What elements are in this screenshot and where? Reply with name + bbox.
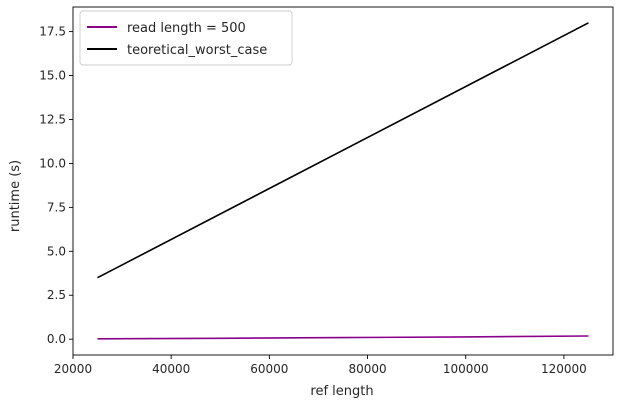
y-tick-label: 15.0 — [39, 69, 66, 83]
axis-ticks: 20000 40000 60000 80000 100000 120000 0.0 2.5 5.… — [39, 25, 587, 376]
y-tick-label: 5.0 — [47, 244, 66, 258]
y-tick-label: 0.0 — [47, 332, 66, 346]
x-tick-label: 40000 — [152, 362, 190, 376]
legend-label-read-length: read length = 500 — [127, 21, 246, 36]
plot-frame — [72, 6, 614, 356]
x-tick-label: 60000 — [250, 362, 288, 376]
y-axis-label: runtime (s) — [8, 160, 23, 232]
x-axis-label: ref length — [310, 384, 373, 399]
series-lines — [97, 22, 589, 340]
legend-label-worst-case: teoretical_worst_case — [127, 43, 267, 58]
legend: read length = 500 teoretical_worst_case — [79, 10, 293, 66]
y-tick-label: 10.0 — [39, 156, 66, 170]
y-tick-label: 2.5 — [47, 288, 66, 302]
series-line-0 — [97, 335, 589, 340]
y-tick-label: 17.5 — [39, 25, 66, 39]
y-tick-label: 12.5 — [39, 112, 66, 126]
legend-box — [79, 10, 293, 66]
x-tick-label: 80000 — [348, 362, 386, 376]
x-tick-label: 120000 — [541, 362, 587, 376]
x-tick-label: 100000 — [443, 362, 489, 376]
y-tick-label: 7.5 — [47, 200, 66, 214]
x-tick-label: 20000 — [54, 362, 92, 376]
series-line-1 — [97, 22, 589, 279]
